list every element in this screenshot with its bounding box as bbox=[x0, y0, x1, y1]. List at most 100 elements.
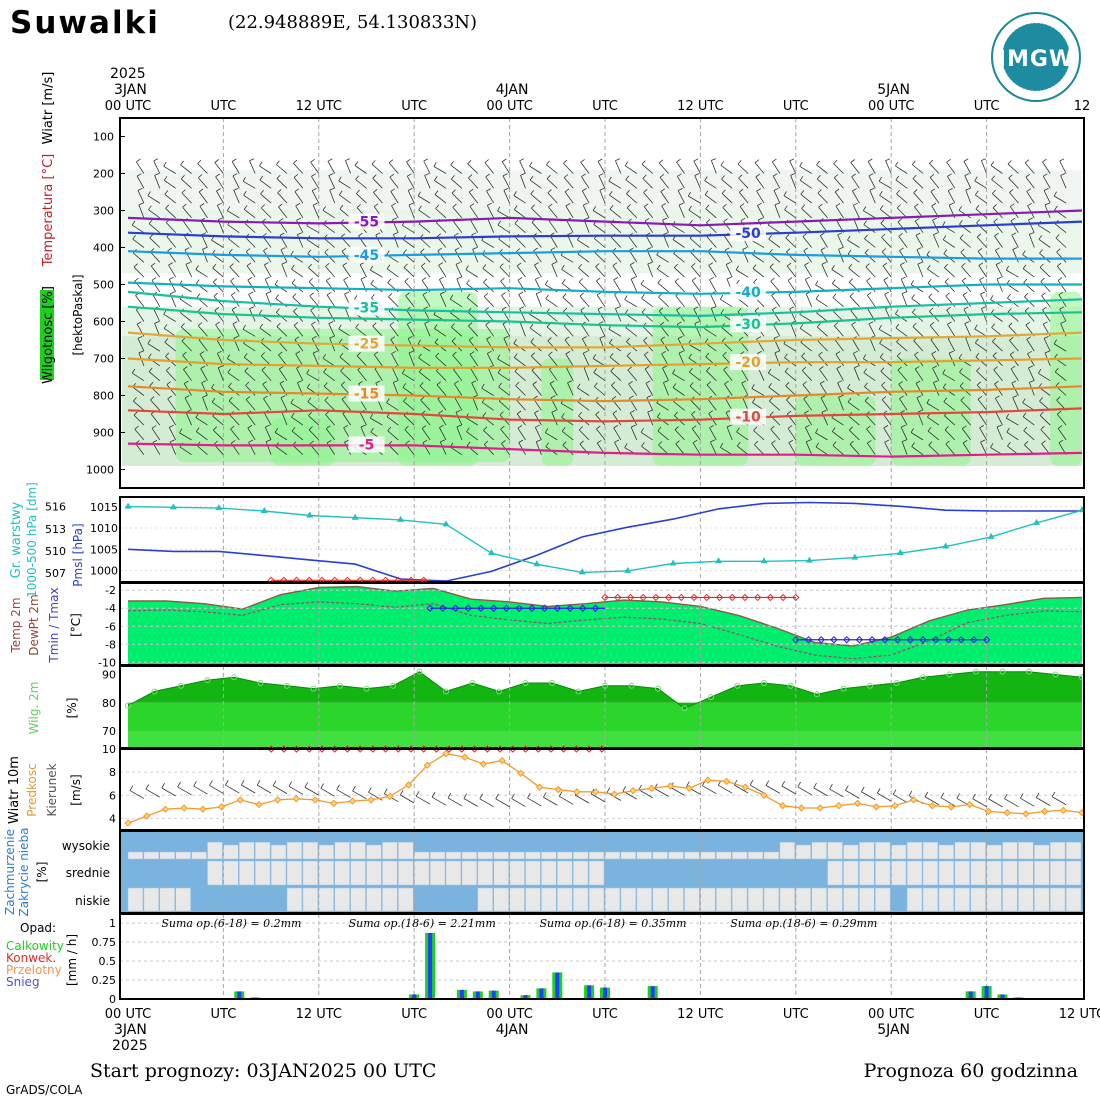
wind-barb bbox=[562, 441, 574, 455]
wind-barb bbox=[640, 279, 653, 293]
wind-barb bbox=[974, 176, 987, 189]
wind-barb bbox=[168, 276, 177, 293]
wind-barb bbox=[593, 382, 606, 396]
wind-barb bbox=[833, 174, 844, 189]
cloud-mid-bar bbox=[239, 860, 255, 886]
wind-barb bbox=[899, 410, 908, 426]
wind-barb bbox=[497, 206, 510, 219]
cloud-low-bar bbox=[938, 887, 955, 912]
wind-barb bbox=[756, 188, 765, 204]
pmsl-line bbox=[127, 501, 1082, 582]
precip-tick: 0.5 bbox=[99, 955, 117, 968]
wind-barb bbox=[878, 324, 892, 337]
top-time-label: 12 UTC bbox=[296, 99, 342, 114]
wind-barb bbox=[961, 425, 972, 441]
thickness-marker bbox=[260, 507, 268, 514]
wind-barb bbox=[1012, 247, 1019, 263]
wind-barb bbox=[924, 791, 940, 806]
gust-marker bbox=[666, 782, 675, 790]
pmsl-tick: 1005 bbox=[90, 543, 118, 556]
cloud-low-bar bbox=[716, 887, 732, 912]
gust-marker bbox=[853, 799, 862, 808]
wind-barb bbox=[450, 323, 463, 337]
wind-barb bbox=[613, 277, 622, 293]
rh-axis-label: Wilgotnosc [%] bbox=[41, 286, 56, 384]
rh-marker bbox=[1026, 668, 1032, 675]
wind-barb bbox=[979, 425, 987, 441]
isotherm-label: -25 bbox=[354, 337, 379, 353]
wind-barb bbox=[248, 291, 256, 307]
wind-barb bbox=[974, 338, 987, 352]
wind-barb bbox=[577, 383, 590, 396]
wind-barb bbox=[320, 783, 335, 797]
wind-barb bbox=[438, 262, 447, 278]
wind-barb bbox=[392, 232, 399, 248]
wind-barb bbox=[932, 365, 940, 381]
wind-barb bbox=[216, 202, 224, 219]
wind-barb bbox=[693, 158, 701, 174]
wind-barb bbox=[338, 190, 351, 204]
wind-barb bbox=[946, 158, 956, 174]
wind-barb bbox=[565, 351, 574, 367]
wind-barb bbox=[150, 396, 161, 411]
isotherm-label-bg bbox=[730, 225, 767, 242]
wind-barb bbox=[741, 380, 749, 396]
p-tick-label: 600 bbox=[93, 316, 114, 329]
station-title: Suwalki bbox=[10, 5, 160, 41]
wind-barb bbox=[534, 262, 542, 278]
wind-barb bbox=[406, 173, 415, 189]
wind-barb bbox=[469, 351, 479, 367]
tmin-marker bbox=[830, 636, 838, 644]
wind-barb bbox=[322, 205, 335, 219]
cloud-low-bar bbox=[493, 887, 509, 912]
wind-barb bbox=[863, 368, 876, 382]
cloud-low-bar bbox=[350, 887, 366, 912]
wind-barb bbox=[472, 247, 479, 263]
wind-barb bbox=[293, 159, 304, 174]
wind-barb bbox=[1011, 232, 1019, 248]
rh-marker bbox=[946, 671, 953, 678]
wind-barb bbox=[675, 440, 685, 455]
p-tick-label: 100 bbox=[93, 131, 114, 144]
gust-marker bbox=[797, 804, 806, 812]
wind-barb bbox=[534, 424, 542, 441]
wind-barb bbox=[629, 262, 638, 278]
wind-barb bbox=[947, 173, 956, 189]
wind-barb bbox=[1020, 793, 1035, 807]
wind-barb bbox=[926, 250, 940, 263]
wind-barb bbox=[405, 292, 415, 307]
bottom-date-label: 3JAN bbox=[114, 1022, 147, 1038]
cloud-low-bar bbox=[922, 887, 939, 912]
cloud-high-bar bbox=[1065, 841, 1082, 860]
wind-barb bbox=[706, 381, 717, 396]
wind-barb bbox=[463, 793, 478, 807]
wind-barb bbox=[974, 190, 987, 204]
isotherm-line bbox=[127, 281, 1082, 295]
wind-barb bbox=[261, 366, 272, 381]
rh-marker bbox=[522, 679, 529, 686]
wind-barb bbox=[948, 350, 956, 367]
wind-barb bbox=[243, 190, 256, 204]
wind-barb bbox=[866, 440, 876, 455]
wind-barb bbox=[885, 158, 892, 174]
wind-barb bbox=[965, 187, 972, 204]
wind-barb bbox=[246, 262, 256, 278]
wind-barb bbox=[836, 365, 844, 381]
wind-barb bbox=[899, 262, 908, 278]
cloud-mid-bar bbox=[366, 860, 382, 886]
wind-barb bbox=[233, 187, 240, 204]
cloud-low-bar bbox=[541, 887, 557, 912]
wind-barb bbox=[847, 235, 860, 248]
wind-barb bbox=[898, 381, 908, 396]
wind-barb bbox=[994, 395, 1003, 411]
wind-barb bbox=[609, 190, 622, 204]
gust-marker bbox=[330, 799, 338, 808]
wind-barb bbox=[1059, 306, 1067, 322]
wind-barb bbox=[988, 793, 1003, 808]
gust-marker bbox=[460, 753, 469, 761]
wind-barb bbox=[371, 160, 383, 174]
wind-barb bbox=[751, 384, 765, 396]
cloud-low-bar bbox=[175, 887, 191, 912]
cloud-mid-bar bbox=[922, 860, 939, 886]
rh-marker bbox=[284, 682, 290, 689]
